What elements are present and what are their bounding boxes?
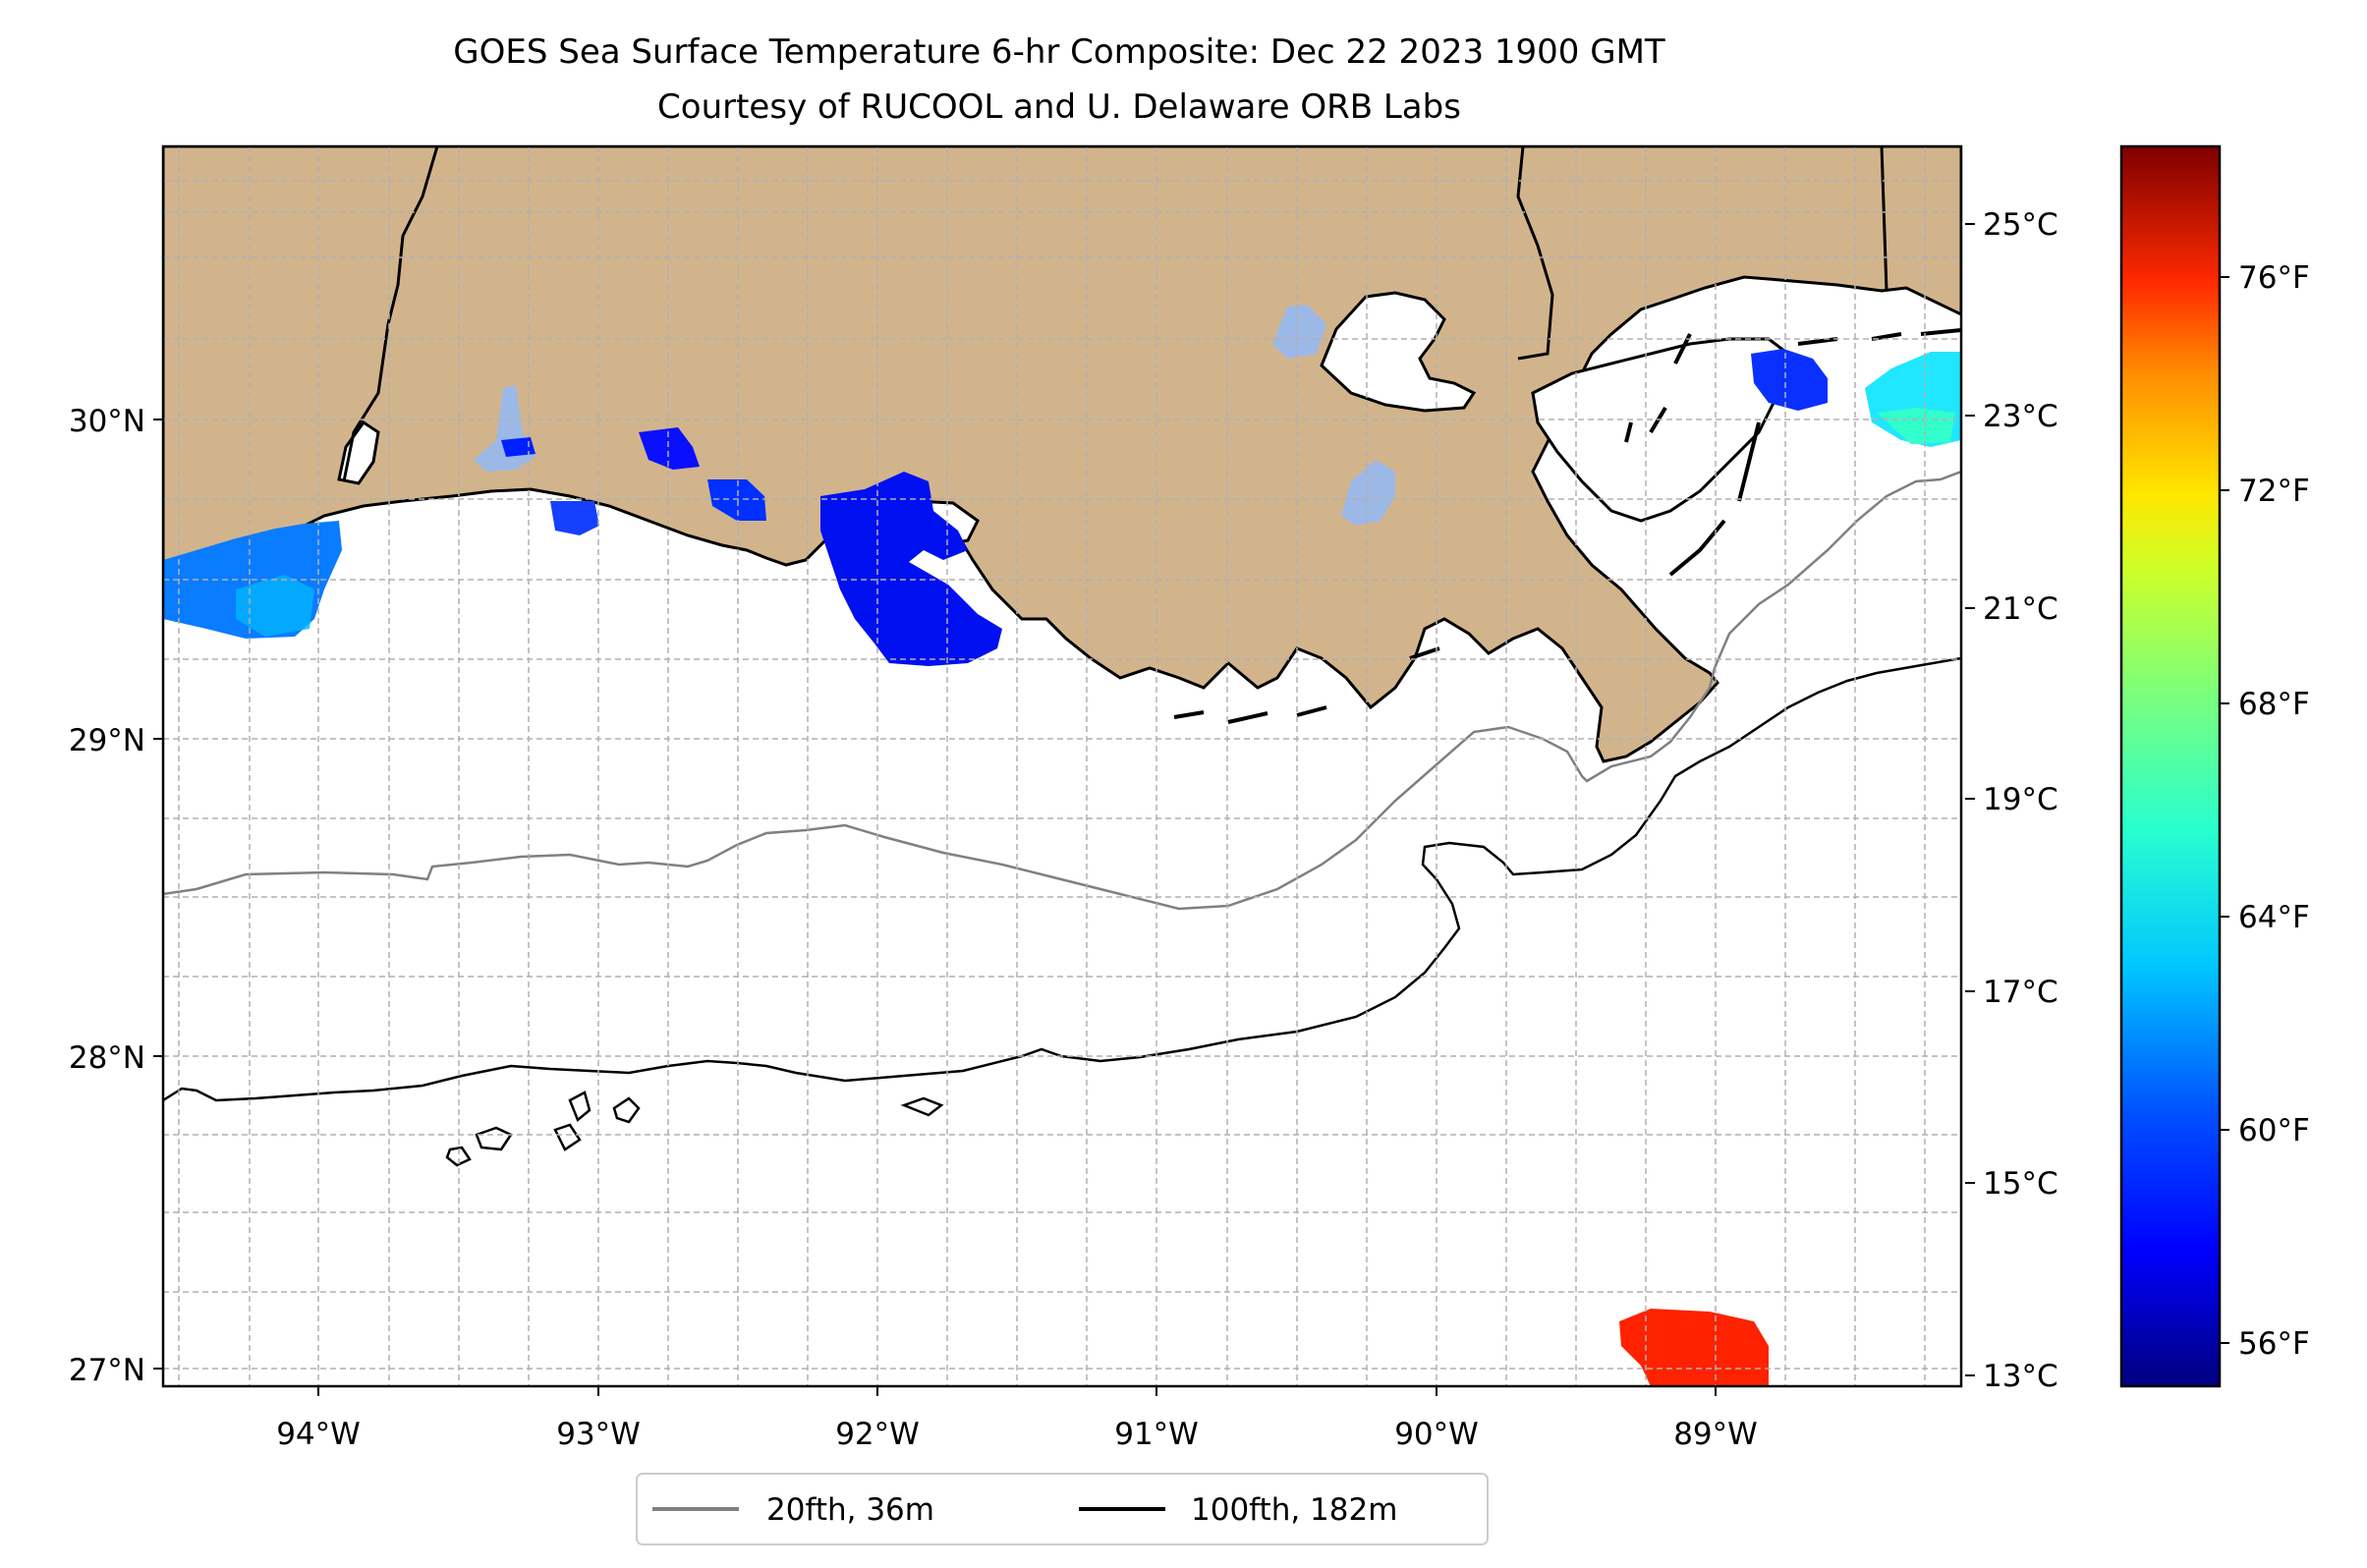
lon-label-89w: 89°W [1673,1417,1758,1452]
map-frame [161,144,1963,1388]
lat-axis [153,419,163,1370]
isobath-20fth [163,470,1961,911]
legend-label-100fth: 100fth, 182m [1191,1492,1397,1528]
fahrenheit-label-72: 72°F [2238,474,2310,509]
celsius-label-23: 23°C [1983,399,2058,434]
lat-label-28n: 28°N [69,1040,145,1076]
lat-label-29n: 29°N [69,723,145,758]
fahrenheit-label-76: 76°F [2238,260,2310,296]
lake-pontchartrain [1320,291,1477,413]
sst-patch-4 [707,479,766,521]
sst-patch-east-2-inner [1877,408,1955,444]
legend-label-20fth: 20fth, 36m [766,1492,934,1528]
sst-patch-lake-4 [1341,460,1395,526]
lon-axis [317,1386,1717,1396]
lon-label-92w: 92°W [835,1417,920,1452]
legend-box [636,1473,1489,1545]
celsius-label-15: 15°C [1983,1166,2058,1202]
fahrenheit-ticks [2220,276,2229,1344]
legend: 20fth, 36m 100fth, 182m [636,1473,1489,1545]
fahrenheit-label-56: 56°F [2238,1326,2310,1362]
sst-patch-lake-2 [501,437,535,457]
celsius-label-21: 21°C [1983,591,2058,627]
sabine-river [342,146,439,482]
lat-label-27n: 27°N [69,1353,145,1388]
lat-label-30n: 30°N [69,404,145,439]
lon-label-90w: 90°W [1394,1417,1479,1452]
sst-patch-5 [550,501,599,535]
isobath-100fth [163,656,1961,1102]
lon-label-94w: 94°W [276,1417,361,1452]
sst-patch-offshore-warm [1619,1309,1769,1386]
celsius-label-25: 25°C [1983,207,2058,243]
fahrenheit-label-60: 60°F [2238,1113,2310,1148]
sst-patch-3 [639,427,700,470]
barrier-islands [1173,328,1961,724]
fahrenheit-label-64: 64°F [2238,900,2310,935]
map-title: GOES Sea Surface Temperature 6-hr Compos… [453,32,1665,72]
calcasieu-lake [337,420,380,485]
celsius-ticks [1965,223,1975,1376]
sst-patch-lake-3 [1272,305,1326,359]
state-border [1516,146,1888,361]
breton-sound [1531,337,1790,523]
colorbar [2119,144,2222,1388]
celsius-label-19: 19°C [1983,782,2058,817]
sst-patch-east-1 [1751,349,1828,411]
gridlines [163,146,1961,1386]
fahrenheit-label-68: 68°F [2238,687,2310,722]
lon-label-91w: 91°W [1114,1417,1199,1452]
celsius-label-13: 13°C [1983,1359,2058,1394]
lon-label-93w: 93°W [556,1417,641,1452]
sst-patch-atchafalaya [820,472,1002,666]
map-area [163,146,1961,1386]
map-subtitle: Courtesy of RUCOOL and U. Delaware ORB L… [657,87,1461,127]
isobath-100fth-bumps [445,1091,944,1167]
celsius-label-17: 17°C [1983,975,2058,1010]
sst-patch-west-inner [236,575,314,637]
